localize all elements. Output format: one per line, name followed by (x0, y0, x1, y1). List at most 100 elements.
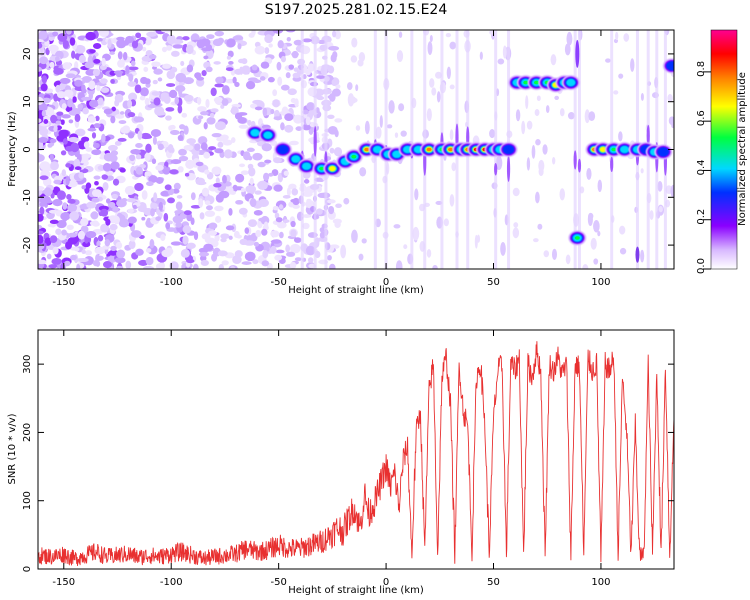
noise-blob (449, 84, 455, 90)
noise-blob (302, 214, 312, 218)
noise-blob (118, 120, 127, 125)
ridge-point (297, 158, 316, 174)
noise-blob (249, 198, 257, 208)
noise-blob (242, 151, 251, 161)
noise-blob (38, 96, 44, 106)
noise-blob (327, 114, 335, 120)
noise-blob (110, 79, 115, 84)
noise-blob (185, 159, 195, 170)
noise-blob (82, 241, 91, 248)
noise-blob (431, 87, 437, 96)
noise-blob (97, 234, 104, 242)
noise-blob (241, 58, 248, 65)
noise-blob (107, 201, 116, 209)
noise-blob (262, 107, 268, 117)
noise-blob (113, 70, 124, 75)
noise-blob (319, 227, 325, 233)
noise-blob (199, 212, 205, 220)
noise-blob (214, 205, 224, 212)
noise-blob (364, 120, 370, 135)
noise-blob (60, 150, 67, 156)
noise-blob (285, 244, 291, 253)
noise-blob (128, 240, 136, 250)
noise-blob (235, 199, 244, 205)
noise-blob (274, 212, 280, 219)
noise-blob (278, 204, 284, 210)
noise-blob (170, 241, 182, 246)
ridge-point (420, 142, 439, 157)
noise-blob (85, 31, 96, 41)
noise-blob (165, 115, 172, 121)
noise-blob (150, 201, 158, 211)
noise-blob (173, 182, 181, 190)
noise-blob (295, 126, 303, 131)
noise-blob (272, 89, 278, 97)
noise-blob (261, 143, 272, 152)
noise-blob (186, 258, 195, 264)
noise-blob (57, 190, 66, 200)
noise-blob (88, 99, 99, 108)
noise-blob (85, 250, 93, 256)
noise-blob (77, 104, 83, 111)
noise-blob (400, 130, 407, 137)
ridge-point (615, 142, 634, 157)
noise-blob (395, 260, 403, 269)
noise-blob (51, 258, 62, 265)
noise-blob (253, 210, 263, 216)
noise-blob (307, 257, 314, 264)
noise-blob (272, 205, 279, 211)
noise-blob (39, 161, 51, 171)
noise-blob (117, 137, 127, 142)
noise-blob (302, 123, 311, 131)
noise-blob (261, 228, 268, 236)
snr-plot-area (38, 330, 674, 569)
noise-blob (38, 234, 44, 245)
noise-blob (100, 223, 109, 233)
noise-blob (435, 71, 442, 79)
noise-blob (334, 30, 342, 40)
noise-blob (142, 46, 147, 52)
noise-blob (394, 132, 399, 138)
noise-blob (55, 56, 60, 62)
noise-blob (658, 206, 663, 213)
noise-blob (386, 124, 393, 129)
noise-blob (197, 106, 207, 112)
noise-blob (130, 149, 141, 155)
noise-blob (292, 72, 301, 79)
noise-blob (38, 30, 48, 40)
noise-blob (244, 227, 250, 234)
noise-blob (62, 138, 68, 145)
noise-blob (101, 57, 106, 67)
noise-blob (127, 81, 137, 87)
noise-blob (613, 90, 619, 95)
x-tick-label: -150 (52, 277, 75, 288)
noise-blob (233, 230, 240, 239)
noise-blob (57, 33, 68, 42)
noise-blob (127, 99, 133, 109)
noise-blob (259, 76, 266, 81)
noise-blob (251, 64, 258, 71)
noise-blob (294, 257, 302, 262)
noise-blob (169, 169, 179, 175)
noise-blob (565, 254, 571, 265)
ridge-point (499, 142, 518, 157)
colorbar-ticks: 0.0 0.2 0.4 0.6 0.8 (696, 61, 711, 274)
noise-blob (247, 219, 258, 228)
noise-blob (143, 66, 149, 72)
noise-blob (315, 75, 326, 79)
noise-blob (185, 44, 194, 55)
noise-blob (116, 265, 124, 269)
noise-blob (110, 245, 117, 251)
noise-blob (117, 59, 125, 68)
noise-blob (74, 247, 80, 252)
noise-blob (100, 208, 109, 217)
noise-blob (103, 261, 112, 269)
noise-streak (577, 30, 581, 269)
snr-frame (37, 329, 675, 570)
noise-blob (218, 190, 230, 199)
noise-blob (165, 222, 171, 230)
noise-streak-core (635, 246, 640, 263)
noise-blob (329, 147, 335, 154)
noise-blob (226, 38, 236, 48)
noise-blob (497, 58, 505, 65)
